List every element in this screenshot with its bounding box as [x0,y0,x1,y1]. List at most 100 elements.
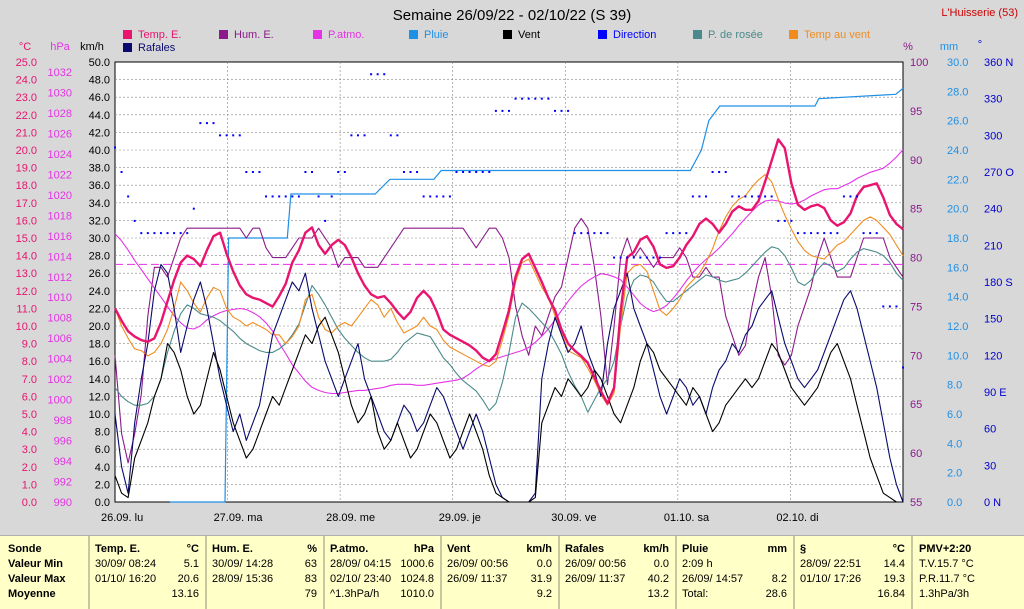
stats-pluie: Pluie mm 2:09 h 26/09/ 14:57 8.2 Total: … [677,536,795,609]
direction-dot [534,97,537,100]
direction-tick: 270 O [984,167,1014,179]
day-label: 28.09. me [326,512,375,524]
wind-tick: 6.0 [95,444,110,456]
windchill-line [114,174,904,406]
direction-tick: 300 [984,130,1002,142]
direction-tick: 180 S [984,277,1013,289]
direction-dot [856,195,859,198]
temp-tick: 17.0 [16,198,37,210]
temp-tick: 24.0 [16,75,37,87]
wind-tick: 0.0 [95,497,110,509]
direction-dot [895,305,898,308]
humidity-tick: 95 [910,106,922,118]
pressure-tick: 994 [54,456,72,468]
rain-tick: 30.0 [947,57,968,69]
direction-tick: 0 N [984,497,1001,509]
pluie-max-time: 26/09/ 14:57 [682,573,744,585]
pressure-tick: 1026 [48,128,72,140]
direction-dot [363,134,366,137]
stats-temp: Temp. E. °C 30/09/ 08:24 5.1 01/10/ 16:2… [90,536,207,609]
temperature-line [113,138,904,405]
direction-dot [580,232,583,235]
direction-dot [159,232,162,235]
pressure-axis: hPa 1032 1030 1028 1026 1024 1022 1020 1018 1016 1… [48,41,72,509]
direction-dot [698,195,701,198]
direction-dot [232,134,235,137]
rain-tick: 12.0 [947,321,968,333]
day-label: 29.09. je [439,512,481,524]
direction-dot [166,232,169,235]
wind-tick: 10.0 [89,409,110,421]
temp-max-time: 01/10/ 16:20 [95,573,157,585]
direction-tick: 240 [984,204,1002,216]
direction-tick: 120 [984,350,1002,362]
temp-tick: 6.0 [22,391,37,403]
direction-dot [140,232,143,235]
temp-min-value: 5.1 [183,558,199,570]
pressure-tick: 1032 [48,67,72,79]
temp-tick: 22.0 [16,110,37,122]
direction-dot [553,109,556,112]
wind-tick: 26.0 [89,268,110,280]
legend-label: Direction [613,29,656,41]
pressure-tick: 1028 [48,108,72,120]
direction-dot [803,232,806,235]
rafales-max-value: 40.2 [647,573,669,585]
direction-dot [173,232,176,235]
wind-tick: 38.0 [89,163,110,175]
wind-tick: 34.0 [89,198,110,210]
direction-dot [849,195,852,198]
wind-tick: 48.0 [89,75,110,87]
direction-dot [238,134,241,137]
direction-dot [599,232,602,235]
direction-dot [120,171,123,173]
direction-dot [330,195,333,198]
temp-tick: 14.0 [16,251,37,263]
direction-dot [350,134,353,137]
direction-dot [468,171,471,173]
pmv-press-trend: 1.3hPa/3h [919,588,970,600]
direction-dot [678,232,681,235]
pressure-tick: 998 [54,415,72,427]
pluie-total-value: 28.6 [765,588,787,600]
wind-tick: 40.0 [89,145,110,157]
plot-grid [115,62,903,502]
direction-dot [560,109,563,112]
direction-dot [816,232,819,235]
wind-tick: 20.0 [89,321,110,333]
direction-dot [481,171,484,173]
direction-dot [691,195,694,198]
direction-dot [744,195,747,198]
pmv-header: PMV+2:20 [919,543,972,555]
hum-header: Hum. E. [212,543,253,555]
direction-dot [219,134,222,137]
day-label: 02.10. di [776,512,818,524]
pressure-tick: 1008 [48,313,72,325]
legend-label: P.atmo. [328,29,365,41]
legend-swatch [503,30,512,39]
day-label: 27.09. ma [214,512,264,524]
humidity-tick: 85 [910,204,922,216]
vent-min-value: 0.0 [536,558,552,570]
pressure-tick: 1022 [48,169,72,181]
pluie-header: Pluie [682,543,709,555]
direction-dot [284,195,287,198]
direction-dot [324,219,327,222]
pressure-tick: 992 [54,477,72,489]
direction-dot [304,171,307,173]
pmv-wind-temp: T.V.15.7 °C [919,558,974,570]
wind-tick: 36.0 [89,180,110,192]
stats-panel: Sonde Valeur Min Valeur Max Moyenne Temp… [0,535,1024,609]
legend-swatch [219,30,228,39]
rain-tick: 16.0 [947,262,968,274]
direction-dot [337,171,340,173]
direction-tick: 30 [984,460,996,472]
rain-tick: 24.0 [947,145,968,157]
direction-dot [665,232,668,235]
legend-label: P. de rosée [708,29,763,41]
direction-dot [731,195,734,198]
temp-tick: 7.0 [22,374,37,386]
direction-tick: 360 N [984,57,1013,69]
direction-dot [737,195,740,198]
direction-dot [875,232,878,235]
